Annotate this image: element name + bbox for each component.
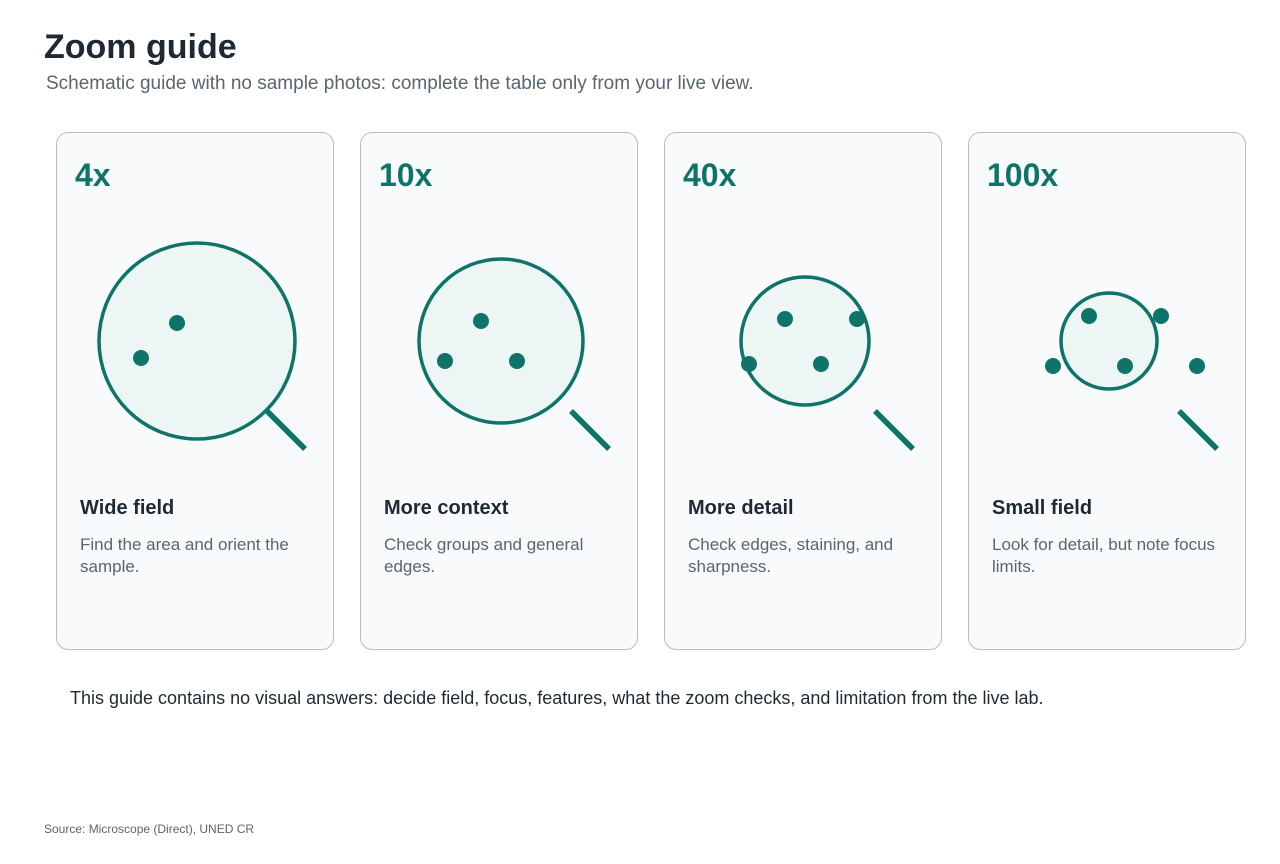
specimen-dot	[509, 353, 525, 369]
zoom-label: 40x	[683, 157, 737, 193]
card-heading: Wide field	[80, 497, 175, 519]
specimen-dot	[169, 315, 185, 331]
source-caption: Source: Microscope (Direct), UNED CR	[44, 822, 255, 836]
specimen-dot	[1081, 308, 1097, 324]
page-subtitle: Schematic guide with no sample photos: c…	[46, 73, 754, 94]
zoom-label: 10x	[379, 157, 433, 193]
specimen-dot	[1189, 358, 1205, 374]
zoom-card-10x: 10x More context Check groups and genera…	[360, 132, 638, 650]
zoom-card-4x: 4x Wide field Find the area and orient t…	[56, 132, 334, 650]
zoom-card-100x: 100x Small field Look for detail, but no…	[968, 132, 1246, 650]
zoom-label: 100x	[987, 157, 1059, 193]
specimen-dot	[1153, 308, 1169, 324]
specimen-dot	[1045, 358, 1061, 374]
magnifier-icon	[97, 241, 307, 451]
card-heading: More detail	[688, 497, 794, 519]
magnifier-icon	[1045, 291, 1219, 451]
specimen-dot	[133, 350, 149, 366]
card-description: Check edges, staining, and sharpness.	[688, 535, 894, 576]
magnifier-icon	[739, 275, 915, 451]
specimen-dot	[1117, 358, 1133, 374]
specimen-dot	[813, 356, 829, 372]
specimen-dot	[437, 353, 453, 369]
specimen-dot	[777, 311, 793, 327]
specimen-dot	[741, 356, 757, 372]
card-heading: More context	[384, 497, 509, 519]
zoom-card-40x: 40x More detail Check edges, staining, a…	[664, 132, 942, 650]
guide-note: This guide contains no visual answers: d…	[70, 688, 1044, 708]
card-description: Look for detail, but note focus limits.	[992, 535, 1216, 576]
specimen-dot	[473, 313, 489, 329]
card-description: Find the area and orient the sample.	[80, 535, 289, 576]
page-title: Zoom guide	[44, 28, 237, 66]
zoom-label: 4x	[75, 157, 111, 193]
specimen-dot	[849, 311, 865, 327]
magnifier-icon	[417, 257, 611, 451]
card-description: Check groups and general edges.	[384, 535, 584, 576]
card-heading: Small field	[992, 497, 1093, 519]
